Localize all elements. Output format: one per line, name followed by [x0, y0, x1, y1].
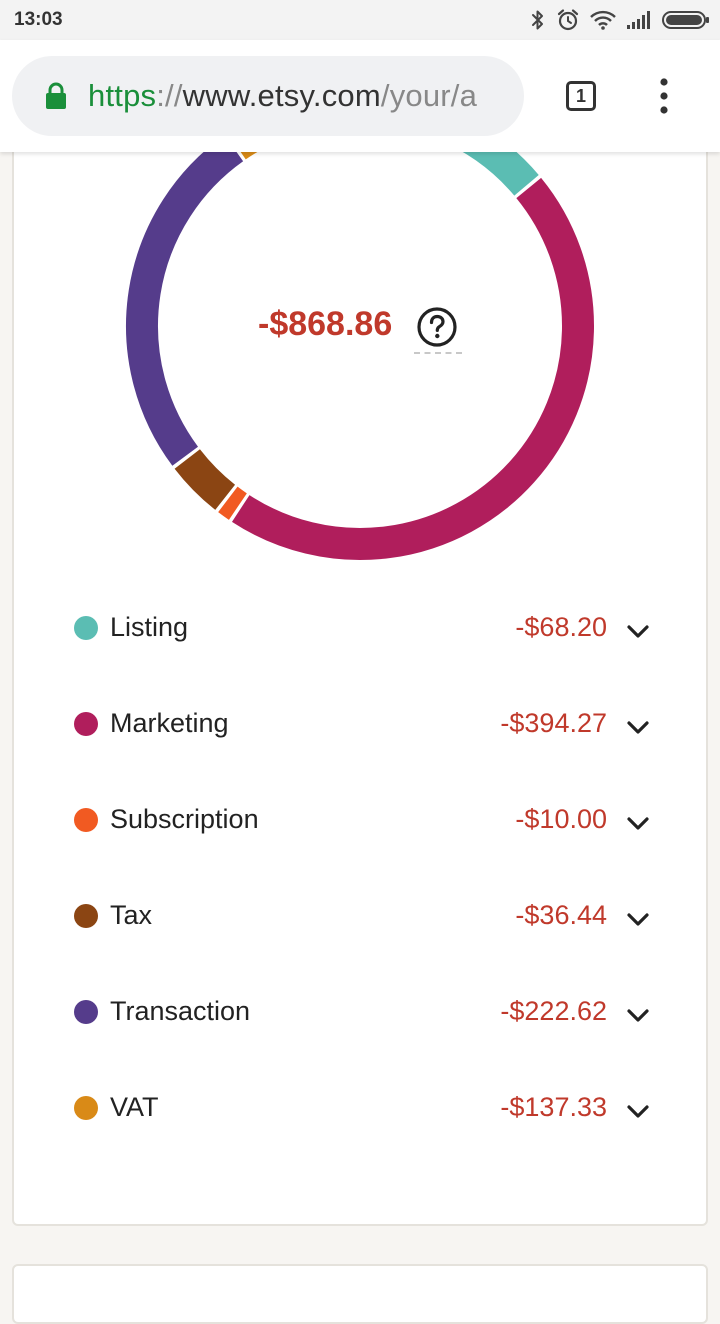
chevron-down-icon[interactable]	[626, 911, 650, 927]
legend-dot	[74, 1096, 98, 1120]
legend-amount: -$137.33	[500, 1092, 607, 1122]
legend-row-listing[interactable]: Listing -$68.20	[0, 599, 720, 659]
fees-card	[12, 100, 708, 1226]
legend-row-tax[interactable]: Tax -$36.44	[0, 887, 720, 947]
legend-label: VAT	[110, 1092, 159, 1122]
more-vert-icon[interactable]	[654, 76, 674, 116]
bluetooth-icon	[532, 10, 543, 30]
legend-dot	[74, 808, 98, 832]
alarm-icon	[557, 9, 579, 31]
lock-icon	[46, 82, 66, 109]
status-time: 13:03	[14, 9, 63, 30]
legend-dot	[74, 1000, 98, 1024]
url-path: /your/a	[380, 78, 478, 113]
legend-row-transaction[interactable]: Transaction -$222.62	[0, 983, 720, 1043]
chevron-down-icon[interactable]	[626, 1007, 650, 1023]
legend-label: Transaction	[110, 996, 251, 1026]
url-scheme: https	[88, 78, 157, 113]
browser-toolbar: https://www.etsy.com/your/a 1	[0, 40, 720, 152]
chevron-down-icon[interactable]	[626, 1103, 650, 1119]
legend-row-vat[interactable]: VAT -$137.33	[0, 1079, 720, 1139]
legend-label: Subscription	[110, 804, 259, 834]
donut-segment-marketing	[231, 177, 594, 560]
legend-amount: -$36.44	[515, 900, 607, 930]
legend-dot	[74, 616, 98, 640]
legend-label: Tax	[110, 900, 153, 930]
url-field[interactable]: https://www.etsy.com/your/a	[12, 56, 524, 136]
legend-amount: -$222.62	[500, 996, 607, 1026]
legend-dot	[74, 712, 98, 736]
battery-icon	[662, 11, 709, 29]
help-icon[interactable]	[416, 306, 458, 348]
chevron-down-icon[interactable]	[626, 623, 650, 639]
tab-switcher-button[interactable]: 1	[566, 81, 596, 111]
chevron-down-icon[interactable]	[626, 719, 650, 735]
donut-segment-tax	[174, 448, 236, 510]
legend-amount: -$68.20	[515, 612, 607, 642]
donut-segment-subscription	[218, 486, 247, 520]
status-bar: 13:03	[0, 0, 720, 40]
donut-segment-transaction	[126, 135, 244, 466]
chevron-down-icon[interactable]	[626, 815, 650, 831]
legend-label: Marketing	[110, 708, 229, 738]
legend-row-subscription[interactable]: Subscription -$10.00	[0, 791, 720, 851]
next-card	[12, 1264, 708, 1324]
total-amount: -$868.86	[258, 305, 393, 343]
url-host: www.etsy.com	[182, 78, 381, 113]
signal-icon	[627, 11, 650, 29]
legend-label: Listing	[110, 612, 189, 642]
url-text[interactable]: https://www.etsy.com/your/a	[88, 78, 477, 114]
legend-dot	[74, 904, 98, 928]
legend-amount: -$10.00	[515, 804, 607, 834]
status-icons	[530, 8, 710, 32]
url-separator: ://	[156, 78, 183, 113]
legend-row-marketing[interactable]: Marketing -$394.27	[0, 695, 720, 755]
wifi-icon	[590, 10, 616, 30]
legend-amount: -$394.27	[500, 708, 607, 738]
help-underline	[414, 352, 462, 354]
